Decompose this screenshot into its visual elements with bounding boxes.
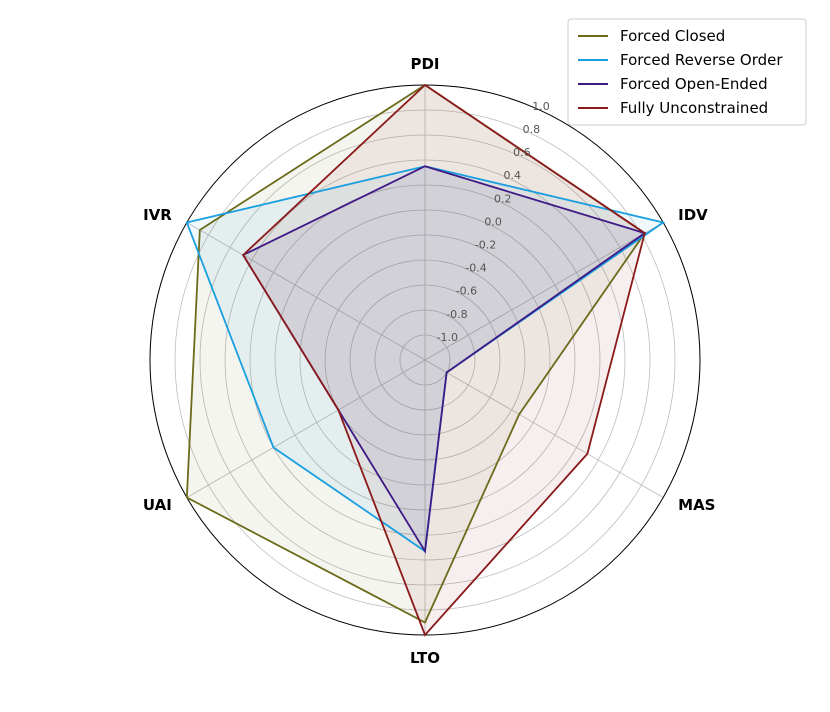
axis-label-pdi: PDI (410, 55, 439, 73)
legend-label: Forced Reverse Order (620, 51, 783, 69)
radial-tick-label: 0.8 (523, 123, 541, 136)
axis-label-lto: LTO (410, 649, 440, 667)
series-line (241, 83, 646, 637)
grid-spoke (186, 359, 426, 498)
radial-tick-label: -1.0 (437, 331, 458, 344)
legend-item: Forced Closed (578, 27, 725, 45)
radial-tick-label: -0.4 (465, 262, 486, 275)
radial-tick-label: -0.6 (456, 285, 477, 298)
radial-tick-label: 1.0 (532, 100, 550, 113)
grid-spoke (424, 222, 664, 361)
radial-tick-labels: -1.0 -0.8 -0.6 -0.4 -0.2 0.0 0.2 0.4 0.6 0.8 1.0 (437, 100, 550, 344)
legend-label: Fully Unconstrained (620, 99, 768, 117)
grid-spoke (424, 359, 664, 498)
radial-tick-label: 0.0 (484, 215, 502, 228)
series-area (186, 85, 645, 623)
axis-label-ivr: IVR (143, 206, 172, 224)
legend-item: Forced Reverse Order (578, 51, 783, 69)
axis-label-idv: IDV (678, 206, 708, 224)
legend: Forced Closed Forced Reverse Order Force… (567, 18, 807, 126)
radial-tick-label: 0.2 (494, 192, 512, 205)
legend-label: Forced Open-Ended (620, 75, 768, 93)
axis-label-mas: MAS (678, 496, 715, 514)
radial-tick-label: -0.2 (475, 239, 496, 252)
series-group (185, 83, 666, 637)
legend-frame (567, 18, 807, 126)
radial-tick-label: 0.4 (504, 169, 522, 182)
axis-label-uai: UAI (143, 496, 172, 514)
radial-tick-label: -0.8 (446, 308, 467, 321)
series-area (243, 166, 645, 552)
radial-tick-label: 0.6 (513, 146, 531, 159)
series-area (243, 85, 645, 635)
legend-label: Forced Closed (620, 27, 725, 45)
series-area (186, 166, 664, 552)
grid-spoke (186, 222, 426, 361)
legend-item: Fully Unconstrained (578, 99, 768, 117)
legend-item: Forced Open-Ended (578, 75, 768, 93)
axis-labels: PDI IDV MAS LTO UAI IVR (143, 55, 716, 667)
